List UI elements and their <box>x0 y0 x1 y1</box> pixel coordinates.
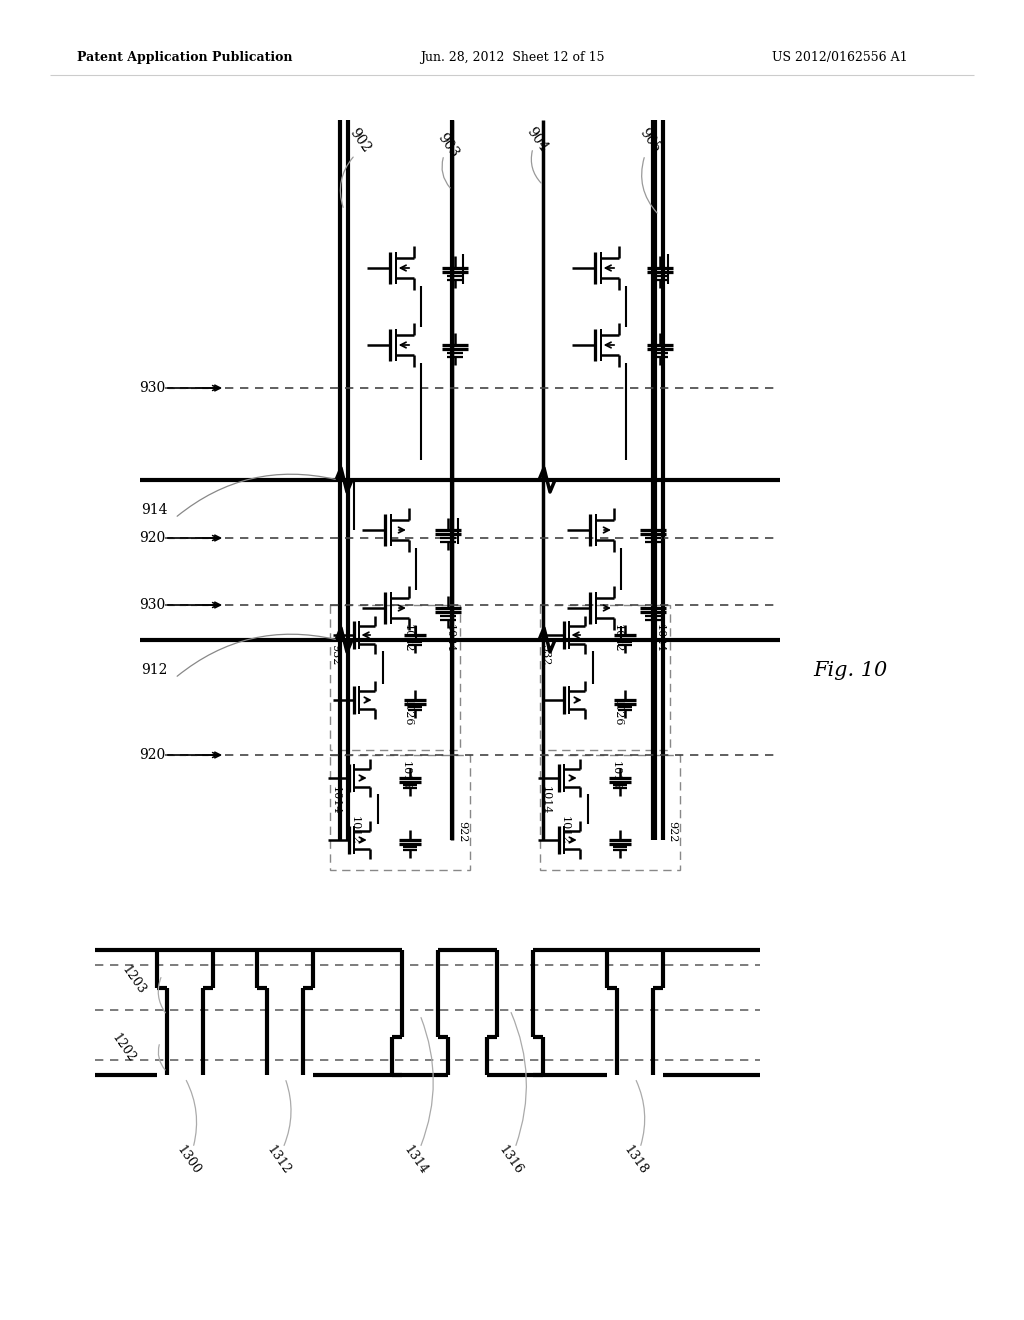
Text: 905: 905 <box>637 125 664 154</box>
Text: US 2012/0162556 A1: US 2012/0162556 A1 <box>772 50 908 63</box>
Text: 914: 914 <box>141 503 168 517</box>
Text: Patent Application Publication: Patent Application Publication <box>77 50 293 63</box>
Text: 1014: 1014 <box>541 785 551 814</box>
Text: 1016: 1016 <box>611 760 621 789</box>
Text: 930: 930 <box>138 598 165 612</box>
Text: 1026: 1026 <box>613 698 623 726</box>
Text: 920: 920 <box>138 531 165 545</box>
Text: 1026: 1026 <box>403 698 413 726</box>
Text: 1014: 1014 <box>331 785 341 814</box>
Text: 1024: 1024 <box>655 624 665 652</box>
Text: 1022: 1022 <box>613 624 623 652</box>
Text: 1314: 1314 <box>400 1143 429 1177</box>
Bar <box>540 755 680 870</box>
Bar <box>330 755 470 870</box>
Text: 1012: 1012 <box>350 816 360 845</box>
Text: 1024: 1024 <box>445 624 455 652</box>
Text: 932: 932 <box>540 644 550 665</box>
Bar <box>540 605 670 750</box>
Text: 932: 932 <box>330 644 340 665</box>
Text: 902: 902 <box>347 125 374 154</box>
Text: 930: 930 <box>138 381 165 395</box>
Text: 1012: 1012 <box>560 816 570 845</box>
Text: 1312: 1312 <box>263 1143 293 1177</box>
Text: 903: 903 <box>435 131 461 160</box>
Text: 922: 922 <box>457 821 467 842</box>
Text: 920: 920 <box>138 748 165 762</box>
Text: 922: 922 <box>667 821 677 842</box>
Text: 1300: 1300 <box>173 1143 203 1177</box>
Text: 1202: 1202 <box>110 1031 138 1065</box>
Text: 912: 912 <box>141 663 168 677</box>
Text: 1316: 1316 <box>496 1143 524 1177</box>
Text: 1203: 1203 <box>119 964 148 997</box>
Text: 1318: 1318 <box>621 1143 649 1177</box>
Text: Jun. 28, 2012  Sheet 12 of 15: Jun. 28, 2012 Sheet 12 of 15 <box>420 50 604 63</box>
Text: 904: 904 <box>523 125 550 154</box>
Text: Fig. 10: Fig. 10 <box>813 660 887 680</box>
Text: 1016: 1016 <box>401 760 411 789</box>
Bar <box>330 605 460 750</box>
Text: 1022: 1022 <box>403 624 413 652</box>
